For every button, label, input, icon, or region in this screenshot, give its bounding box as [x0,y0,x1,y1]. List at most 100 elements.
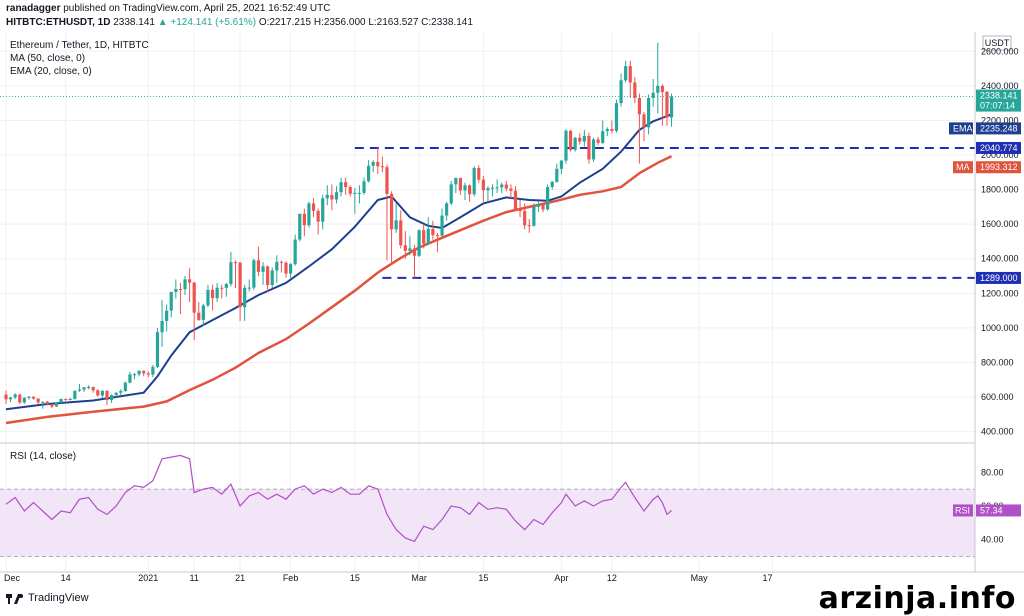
time-tick-label: 21 [235,573,245,583]
candle-body [578,137,582,142]
rsi-tag: RSI [955,505,970,515]
candle-body [371,161,375,166]
candle-body [192,282,196,313]
candle-body [128,374,132,383]
candle-body [288,264,293,274]
candle-body [201,305,205,320]
candle-body [385,167,389,194]
ma-label: MA 1993.312 [953,161,1021,174]
time-tick-label: 15 [478,573,488,583]
ma50-line [5,155,673,425]
price-tick-label: 1200.000 [981,288,1019,298]
candle-body [536,204,541,207]
candle-body [215,287,219,299]
candle-body [440,215,444,236]
ema-legend: EMA (20, close, 0) [10,66,92,77]
ema-tag: EMA [953,123,973,133]
candle-body [367,165,371,182]
rsi-label: RSI 57.34 [953,504,1021,517]
price-chart[interactable]: Ethereum / Tether, 1D, HITBTC MA (50, cl… [0,32,1024,589]
candles [4,42,674,409]
time-tick-label: Apr [554,573,568,583]
candle-body [96,390,100,396]
price-tick-label: 2400.000 [981,81,1019,91]
tradingview-logo-icon [6,594,23,604]
candle-body [266,266,270,286]
ma-value: 1993.312 [980,162,1018,172]
candle-body [647,97,651,128]
candle-body [348,187,352,194]
candle-body [500,184,504,188]
candle-body [642,114,646,128]
candle-body [426,228,430,244]
candle-body [27,396,31,398]
level-low-label: 1289.000 [976,271,1021,284]
site-watermark: arzinja.info [818,581,1016,616]
candle-body [660,85,664,92]
published-text: published on TradingView.com, April 25, … [63,3,331,14]
candle-body [82,387,86,390]
candle-body [399,220,403,246]
candle-body [45,401,49,405]
candle-body [481,179,485,191]
candle-body [224,283,228,288]
candle-body [146,373,150,375]
candle-body [229,262,233,284]
level-high-value: 2040.774 [980,143,1018,153]
candle-body [77,389,82,391]
candle-body [169,291,173,311]
currency-box[interactable] [982,35,1012,51]
price-tick-label: 1000.000 [981,323,1019,333]
candle-body [633,82,637,98]
candle-body [105,390,109,400]
symbol-line: HITBTC:ETHUSDT, 1D 2338.141 ▲ +124.141 (… [6,17,473,28]
candle-body [408,248,412,251]
price-axis: 2600.000 2400.000 2200.000 2000.000 1800.000… [981,46,1019,436]
tradingview-logo[interactable]: TradingView [6,592,89,604]
ema-label: EMA 2235.248 [949,122,1021,135]
candle-body [284,262,288,274]
candle-body [64,398,68,400]
candle-body [132,374,137,376]
candle-body [220,287,224,289]
price-tick-label: 2600.000 [981,46,1019,56]
level-high-label: 2040.774 [976,141,1021,154]
candle-body [568,130,573,150]
candle-body [151,366,155,375]
candle-body [624,66,628,81]
level-low-value: 1289.000 [980,273,1018,283]
candle-body [651,92,655,98]
candle-body [160,320,164,333]
candle-body [637,97,642,115]
candle-body [50,404,54,407]
candle-body [591,139,596,160]
symbol-label: HITBTC:ETHUSDT, 1D [6,17,111,28]
candle-body [183,279,187,290]
candle-body [532,206,536,226]
candle-body [546,187,550,210]
price-tick-label: 600.000 [981,392,1014,402]
price-tick-label: 1600.000 [981,219,1019,229]
candle-body [344,182,348,187]
tradingview-brand: TradingView [28,592,89,604]
candle-body [628,66,632,83]
candle-body [73,390,77,399]
candle-body [669,96,674,118]
candle-body [8,397,13,400]
publisher-line: ranadagger published on TradingView.com,… [6,3,330,14]
candle-body [31,396,36,399]
ohlc-values: O:2217.215 H:2356.000 L:2163.527 C:2338.… [258,17,473,28]
candle-body [210,289,215,299]
candle-body [477,167,481,180]
price-tick-label: 2200.000 [981,115,1019,125]
price-tick-label: 800.000 [981,357,1014,367]
ema20-line [5,113,672,411]
time-tick-label: Mar [411,573,427,583]
candle-body [389,193,394,230]
chart-header: ranadagger published on TradingView.com,… [0,0,1024,32]
rsi-line [5,454,672,543]
last-price: 2338.141 [113,17,155,28]
time-tick-label: Feb [283,573,299,583]
candle-body [596,139,600,143]
rsi-tick-label: 40.00 [981,535,1004,545]
